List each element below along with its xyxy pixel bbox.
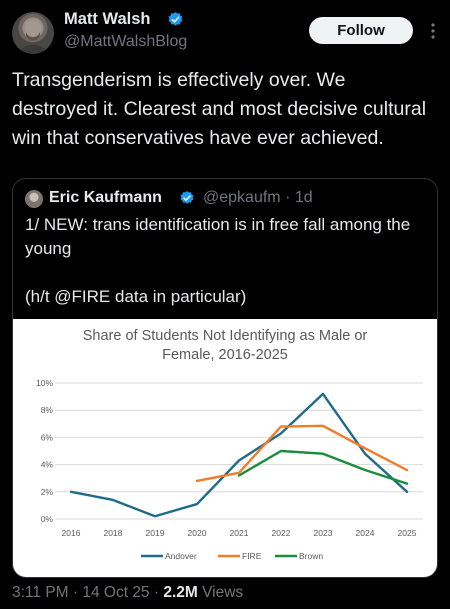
legend-label: FIRE	[242, 551, 262, 561]
x-tick-label: 2019	[146, 528, 165, 538]
x-tick-label: 2020	[188, 528, 207, 538]
author-name[interactable]: Matt Walsh	[64, 10, 151, 28]
x-tick-label: 2022	[272, 528, 291, 538]
y-tick-label: 6%	[41, 432, 54, 442]
y-tick-label: 0%	[41, 514, 54, 524]
legend-label: Andover	[165, 551, 197, 561]
quoted-verified-badge-icon	[180, 191, 194, 204]
series-line-andover	[69, 392, 409, 518]
x-tick-label: 2021	[230, 528, 249, 538]
chart-title-line1: Share of Students Not Identifying as Mal…	[82, 328, 368, 344]
y-tick-label: 4%	[41, 460, 54, 470]
more-options-icon[interactable]	[424, 22, 442, 40]
x-tick-label: 2024	[356, 528, 375, 538]
follow-button[interactable]: Follow	[309, 17, 413, 44]
legend-label: Brown	[299, 551, 323, 561]
y-tick-label: 2%	[41, 487, 54, 497]
verified-badge-icon	[168, 12, 183, 26]
line-chart: 0% 2% 4% 6% 8% 10% 2016 2018 2019 2020 2021 2022 202…	[36, 378, 423, 561]
y-tick-label: 8%	[41, 405, 54, 415]
quoted-avatar[interactable]	[25, 190, 43, 208]
views-label: Views	[197, 584, 244, 601]
quoted-time: · 1d	[285, 189, 313, 206]
quoted-text-line1: 1/ NEW: trans identification is in free …	[25, 215, 411, 258]
chart-image[interactable]: Share of Students Not Identifying as Mal…	[13, 319, 437, 577]
quoted-text: 1/ NEW: trans identification is in free …	[25, 213, 425, 309]
x-tick-label: 2025	[398, 528, 417, 538]
tweet-meta: 3:11 PM · 14 Oct 25 · 2.2M Views	[12, 584, 243, 602]
tweet-text: Transgenderism is effectively over. We d…	[12, 69, 427, 149]
author-handle[interactable]: @MattWalshBlog	[64, 33, 188, 50]
x-tick-label: 2016	[62, 528, 81, 538]
chart-title: Share of Students Not Identifying as Mal…	[13, 327, 437, 365]
avatar[interactable]	[12, 12, 54, 54]
views-count[interactable]: 2.2M	[163, 584, 198, 601]
quoted-handle[interactable]: @epkaufm	[203, 189, 281, 206]
series-line-fire	[195, 424, 409, 483]
chart-title-line2: Female, 2016-2025	[162, 347, 288, 363]
quoted-text-line2: (h/t @FIRE data in particular)	[25, 287, 247, 306]
quoted-handle-time[interactable]: @epkaufm · 1d	[203, 189, 313, 207]
x-tick-label: 2023	[314, 528, 333, 538]
x-tick-label: 2018	[104, 528, 123, 538]
quoted-tweet[interactable]: Eric Kaufmann @epkaufm · 1d 1/ NEW: tran…	[12, 178, 438, 578]
tweet-timestamp[interactable]: 3:11 PM · 14 Oct 25 ·	[12, 584, 164, 601]
series-line-brown	[237, 449, 409, 485]
y-tick-label: 10%	[36, 378, 53, 388]
quoted-author-name[interactable]: Eric Kaufmann	[49, 189, 162, 206]
